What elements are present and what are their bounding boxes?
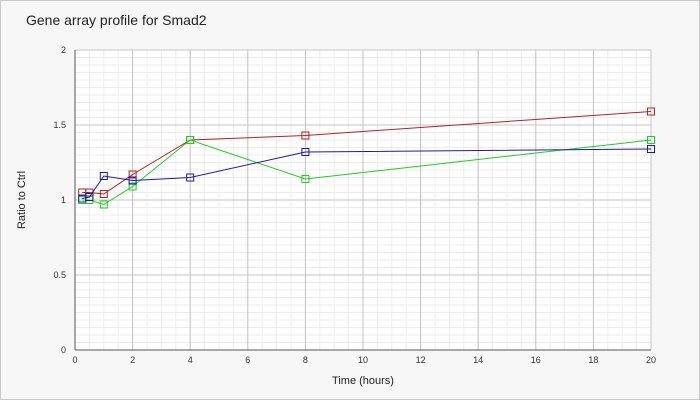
x-tick-labels: 0 2 4 6 8 10 12 14 16 18 20 <box>72 355 656 365</box>
x-tick-label: 6 <box>245 355 250 365</box>
x-axis-label: Time (hours) <box>332 375 394 387</box>
data-point <box>128 170 137 179</box>
data-point <box>85 193 94 201</box>
series-line <box>82 111 652 195</box>
data-point <box>128 176 137 185</box>
data-point <box>301 148 310 156</box>
y-tick-label: 0 <box>61 345 66 355</box>
y-tick-label: 0.5 <box>53 270 66 280</box>
y-tick-label: 1 <box>61 195 66 205</box>
x-tick-label: 12 <box>416 355 426 365</box>
y-tick-label: 1.5 <box>53 120 66 130</box>
data-point <box>99 172 108 180</box>
x-tick-label: 14 <box>473 355 483 365</box>
x-tick-label: 10 <box>358 355 368 365</box>
x-tick-label: 20 <box>646 355 656 365</box>
chart-title: Gene array profile for Smad2 <box>26 12 207 28</box>
data-point <box>186 173 195 182</box>
x-tick-label: 18 <box>588 355 598 365</box>
data-point <box>301 175 310 183</box>
y-axis-label: Ratio to Ctrl <box>16 171 28 229</box>
series-line <box>82 148 652 199</box>
data-point <box>647 136 655 144</box>
data-point <box>647 107 655 116</box>
y-tick-labels: 0 0.5 1 1.5 2 <box>53 45 66 355</box>
data-point <box>301 131 310 140</box>
x-tick-label: 4 <box>188 355 193 365</box>
x-tick-label: 0 <box>72 355 77 365</box>
data-point <box>128 182 137 191</box>
x-tick-label: 8 <box>303 355 308 365</box>
data-point <box>99 200 108 209</box>
series-group <box>78 107 655 209</box>
data-point <box>647 145 655 153</box>
data-point <box>99 190 108 198</box>
x-tick-label: 2 <box>130 355 135 365</box>
x-tick-label: 16 <box>531 355 541 365</box>
data-point <box>186 136 195 144</box>
y-tick-label: 2 <box>61 45 66 55</box>
